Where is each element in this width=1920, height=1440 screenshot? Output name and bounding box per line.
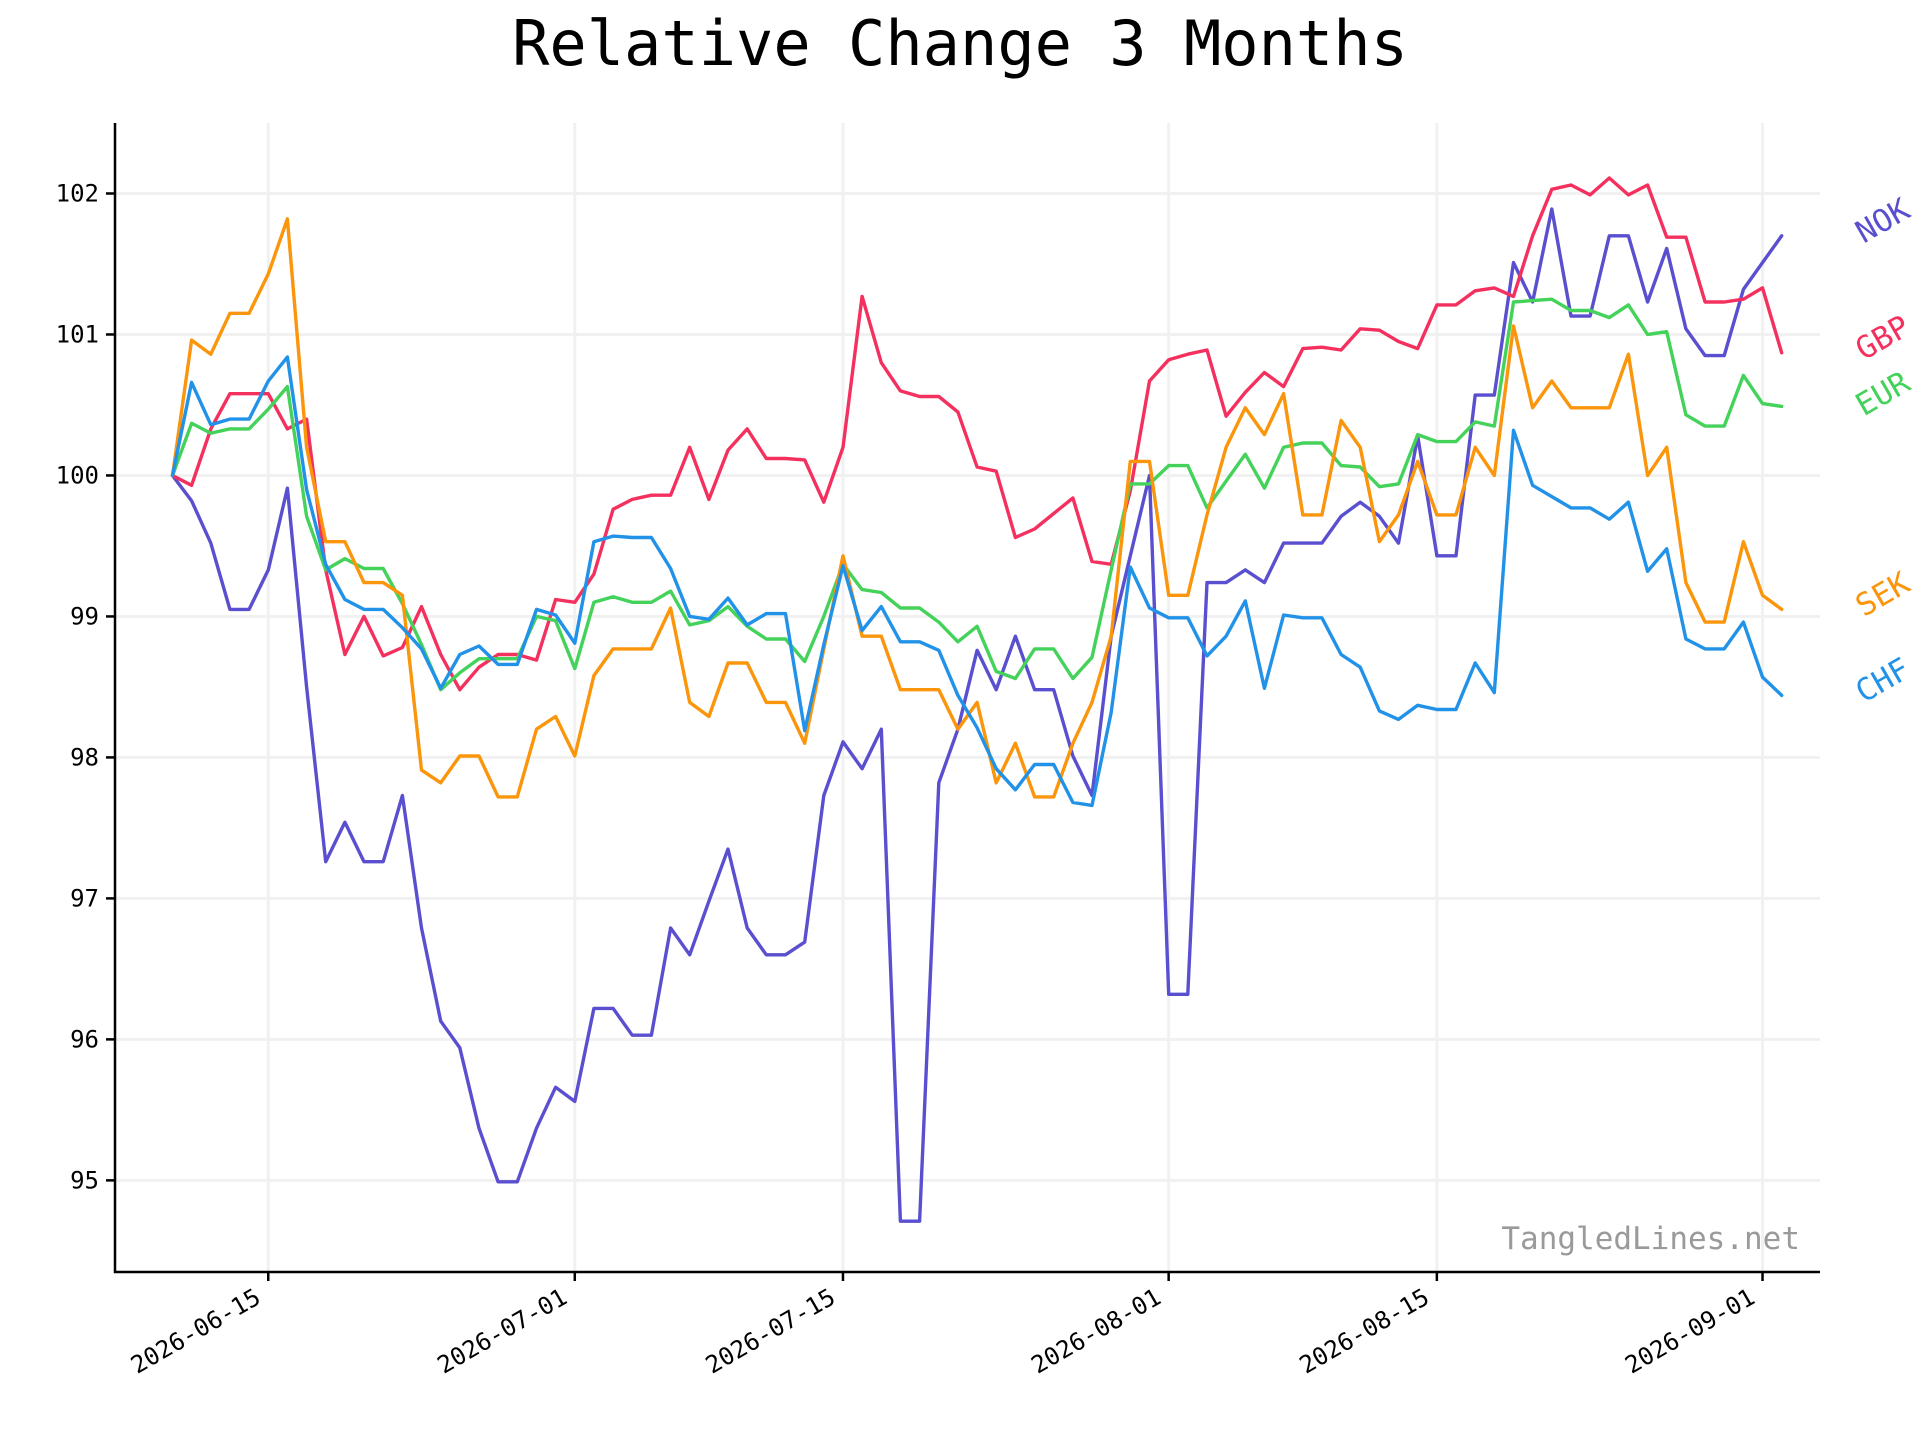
series-line-chf <box>170 355 1784 808</box>
series-line-sek <box>170 217 1784 799</box>
y-tick-label: 98 <box>70 743 99 771</box>
y-tick-label: 99 <box>70 602 99 630</box>
axis-spines <box>113 123 1820 1274</box>
series-line-eur <box>170 297 1784 692</box>
y-tick-label: 101 <box>56 320 99 348</box>
series-line-nok <box>170 207 1784 1223</box>
x-tick-label: 2026-09-01 <box>1620 1283 1759 1379</box>
y-tick-label: 102 <box>56 179 99 207</box>
series-label-sek: SEK <box>1850 565 1917 624</box>
y-tick-label: 97 <box>70 884 99 912</box>
x-tick-label: 2026-07-01 <box>433 1283 572 1379</box>
x-tick-label: 2026-06-15 <box>126 1283 265 1379</box>
series-label-eur: EUR <box>1850 364 1917 423</box>
watermark-text: TangledLines.net <box>1501 1221 1800 1257</box>
x-tick-label: 2026-08-15 <box>1295 1283 1434 1379</box>
series-label-nok: NOK <box>1850 191 1917 250</box>
series-lines <box>170 176 1784 1223</box>
chart-title: Relative Change 3 Months <box>512 7 1408 80</box>
series-line-gbp <box>170 176 1784 692</box>
series-label-chf: CHF <box>1850 651 1916 710</box>
series-label-gbp: GBP <box>1850 309 1916 368</box>
y-tick-label: 96 <box>70 1025 99 1053</box>
x-tick-label: 2026-08-01 <box>1027 1283 1166 1379</box>
axes: 95 96 97 98 99 100 101 102 2026-06-15 2026-07-01 2… <box>56 123 1820 1379</box>
y-tick-label: 95 <box>70 1166 99 1194</box>
grid-lines <box>115 123 1820 1272</box>
x-tick-label: 2026-07-15 <box>701 1283 840 1379</box>
y-tick-label: 100 <box>56 461 99 489</box>
